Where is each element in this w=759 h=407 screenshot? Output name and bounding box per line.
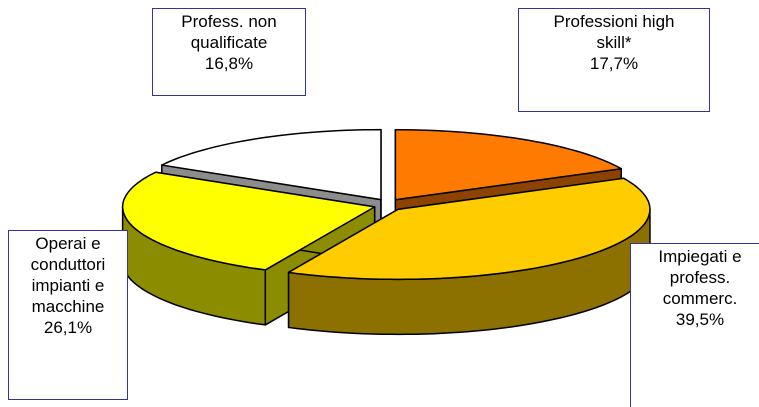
- label-box: Professioni high skill* 17,7%: [518, 8, 710, 112]
- slice: [121, 171, 376, 271]
- category-label: Profess. non qualificate: [181, 12, 277, 52]
- value-label: 26,1%: [43, 318, 93, 337]
- slice: [287, 177, 651, 281]
- label-box: Operai e conduttori impianti e macchine 2…: [8, 230, 128, 400]
- slice: [161, 128, 382, 201]
- value-label: 39,5%: [675, 310, 725, 329]
- label-box: Profess. non qualificate 16,8%: [152, 8, 306, 96]
- category-label: Professioni high skill*: [553, 12, 675, 52]
- value-label: 17,7%: [589, 54, 639, 73]
- label-box: Impiegati e profess. commerc. 39,5%: [630, 243, 759, 407]
- slice: [394, 128, 622, 201]
- category-label: Impiegati e profess. commerc.: [658, 247, 742, 308]
- value-label: 16,8%: [204, 54, 254, 73]
- category-label: Operai e conduttori impianti e macchine: [30, 234, 106, 316]
